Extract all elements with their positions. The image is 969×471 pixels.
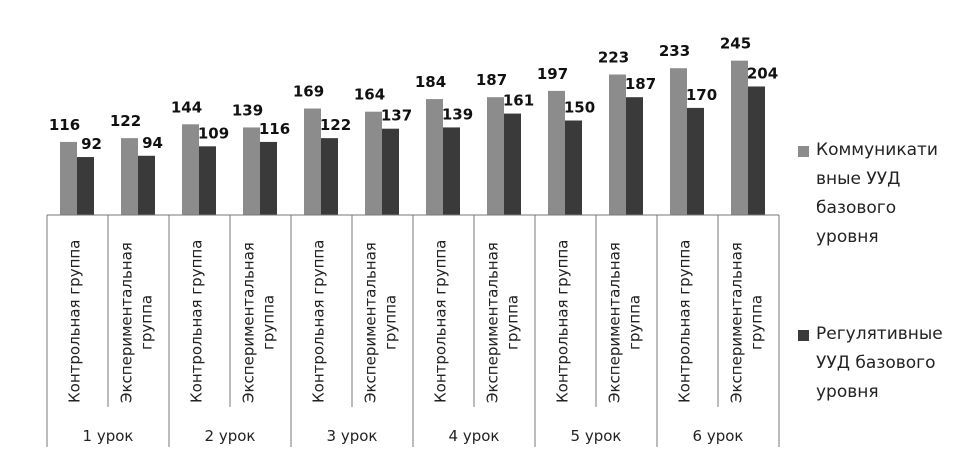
data-label: 139 — [232, 101, 263, 119]
data-label: 164 — [354, 86, 385, 104]
bar-regulative — [77, 157, 94, 215]
bar-communicative — [609, 74, 626, 215]
bar-communicative — [670, 68, 687, 216]
bar-communicative — [304, 108, 321, 215]
data-label: 92 — [81, 135, 102, 153]
data-label: 122 — [320, 116, 351, 134]
data-label: 161 — [503, 92, 534, 110]
legend-label-line: уровня — [816, 227, 879, 247]
legend-item-regulative: Регулятивные УУД базового уровня — [798, 320, 963, 407]
legend-swatch-regulative — [798, 330, 809, 341]
tick-label-subcategory: Контрольная группа — [66, 240, 84, 403]
bar-regulative — [199, 146, 216, 215]
data-label: 233 — [659, 42, 690, 60]
tick-label-subcategory: группа — [260, 295, 278, 350]
bar-communicative — [426, 99, 443, 215]
tick-label-group: 6 урок — [693, 427, 744, 445]
tick-label-group: 1 урок — [83, 427, 134, 445]
tick-label-subcategory: Контрольная группа — [676, 240, 694, 403]
legend-label-line: базового — [816, 198, 897, 218]
data-label: 139 — [442, 105, 473, 123]
tick-label-subcategory: Контрольная группа — [310, 240, 328, 403]
tick-label-subcategory: группа — [748, 295, 766, 350]
bar-communicative — [60, 141, 77, 215]
tick-label-subcategory: Экспериментальная — [606, 242, 624, 403]
bar-regulative — [443, 127, 460, 215]
tick-label-subcategory: Контрольная группа — [554, 240, 572, 403]
bar-regulative — [321, 138, 338, 215]
bar-communicative — [731, 60, 748, 216]
legend-label-line: вные УУД — [816, 169, 901, 189]
data-label: 137 — [381, 107, 412, 125]
data-label: 187 — [625, 75, 656, 93]
legend-label-line: УУД базового — [816, 353, 936, 373]
data-label: 116 — [259, 120, 290, 138]
tick-label-group: 5 урок — [571, 427, 622, 445]
tick-label-subcategory: группа — [626, 295, 644, 350]
legend-swatch-communicative — [798, 146, 809, 157]
bar-communicative — [121, 138, 138, 215]
tick-label-subcategory: группа — [138, 295, 156, 350]
bar-regulative — [138, 155, 155, 215]
tick-label-subcategory: Экспериментальная — [240, 242, 258, 403]
data-label: 94 — [142, 134, 163, 152]
bar-regulative — [687, 107, 704, 215]
bar-communicative — [487, 97, 504, 215]
legend-label-line: Коммуникати — [816, 140, 938, 160]
tick-label-subcategory: Контрольная группа — [432, 240, 450, 403]
bar-communicative — [182, 124, 199, 215]
bar-communicative — [365, 111, 382, 215]
data-label: 184 — [415, 73, 446, 91]
data-label: 170 — [686, 86, 717, 104]
tick-label-subcategory: группа — [382, 295, 400, 350]
tick-label-subcategory: группа — [504, 295, 522, 350]
data-label: 150 — [564, 99, 595, 117]
data-label: 144 — [171, 98, 202, 116]
data-label: 122 — [110, 112, 141, 130]
tick-label-subcategory: Экспериментальная — [118, 242, 136, 403]
data-label: 197 — [537, 65, 568, 83]
tick-label-subcategory: Экспериментальная — [728, 242, 746, 403]
legend-label-line: уровня — [816, 382, 879, 402]
tick-label-subcategory: Контрольная группа — [188, 240, 206, 403]
data-label: 116 — [49, 116, 80, 134]
data-label: 187 — [476, 71, 507, 89]
legend-item-communicative: Коммуникати вные УУД базового уровня — [798, 136, 963, 252]
tick-label-subcategory: Экспериментальная — [484, 242, 502, 403]
tick-label-group: 3 урок — [327, 427, 378, 445]
data-label: 204 — [747, 64, 778, 82]
bar-regulative — [504, 113, 521, 215]
data-label: 245 — [720, 35, 751, 53]
tick-label-group: 4 урок — [449, 427, 500, 445]
bar-regulative — [748, 86, 765, 215]
tick-label-subcategory: Экспериментальная — [362, 242, 380, 403]
bar-regulative — [565, 120, 582, 215]
data-label: 223 — [598, 49, 629, 67]
bar-regulative — [382, 128, 399, 215]
data-label: 109 — [198, 124, 229, 142]
data-label: 169 — [293, 83, 324, 101]
tick-label-group: 2 урок — [205, 427, 256, 445]
bar-regulative — [260, 141, 277, 215]
bar-communicative — [243, 127, 260, 215]
bar-regulative — [626, 97, 643, 215]
legend-label-line: Регулятивные — [816, 324, 943, 344]
bar-communicative — [548, 90, 565, 215]
